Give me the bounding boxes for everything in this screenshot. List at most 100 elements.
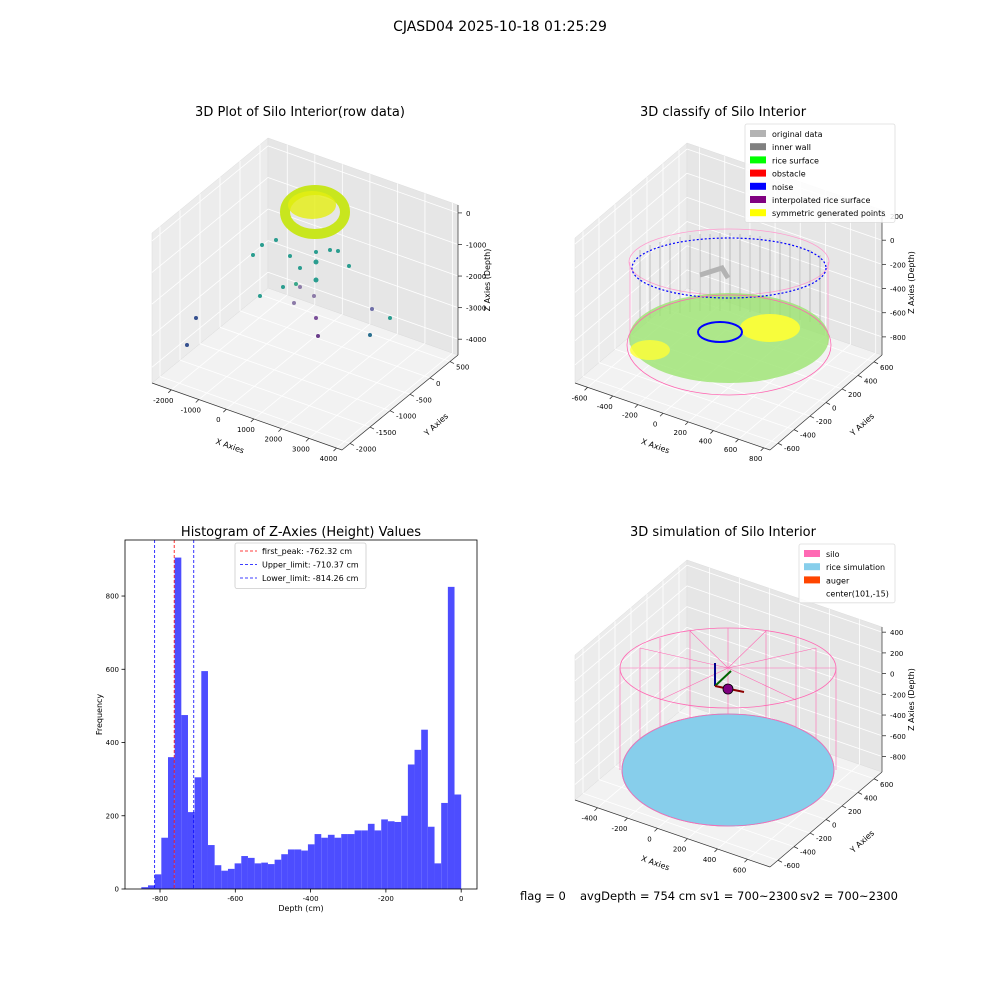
x-axis-label: X Axies xyxy=(640,437,671,456)
y-tick-label: -200 xyxy=(816,418,832,426)
silo-wall xyxy=(619,628,837,770)
grid-line xyxy=(267,208,459,277)
histogram-bar xyxy=(334,837,342,889)
tick-mark xyxy=(760,447,764,452)
legend-label: noise xyxy=(772,183,793,192)
x-tick-label: -1000 xyxy=(181,407,201,415)
plot-frame xyxy=(124,539,478,890)
tick-mark xyxy=(714,848,718,853)
grid-line xyxy=(686,626,883,695)
legend-swatch xyxy=(750,156,766,164)
histogram-bar xyxy=(234,863,242,889)
tick-mark xyxy=(369,426,375,430)
z-tick-label: 0 xyxy=(890,671,894,679)
z-tick-label: -600 xyxy=(890,733,906,741)
tick-mark xyxy=(684,421,689,426)
histogram-bar xyxy=(281,854,288,889)
z-tick-label: -800 xyxy=(890,753,906,761)
y-tick-label: -600 xyxy=(784,862,800,870)
z-tick-label: 0 xyxy=(466,210,470,218)
tick-mark xyxy=(584,387,588,391)
x-tick-label: -200 xyxy=(378,895,394,903)
x-tick-label: 200 xyxy=(674,429,687,437)
histogram-bar xyxy=(141,887,149,889)
x-tick-label: -600 xyxy=(572,394,588,402)
y-tick-label: 400 xyxy=(864,377,877,385)
grid-line xyxy=(574,197,688,293)
histogram-bar xyxy=(167,757,175,889)
grid-line xyxy=(171,294,288,391)
x-axis-label: X Axies xyxy=(214,437,245,456)
x-tick-label: 0 xyxy=(459,895,463,903)
tick-mark xyxy=(634,404,639,408)
z-tick-label: -4000 xyxy=(466,336,486,344)
legend-label: Lower_limit: -814.26 cm xyxy=(262,574,359,583)
x-tick-label: 400 xyxy=(703,856,716,864)
z-axis-label: Z Axies (Depth) xyxy=(907,251,916,314)
x-tick-label: 0 xyxy=(653,420,657,428)
histogram-bar xyxy=(174,557,182,889)
tick-mark xyxy=(777,859,783,863)
x-tick-label: -200 xyxy=(622,412,638,420)
y-tick-label: -400 xyxy=(800,432,816,440)
y-tick-label: -200 xyxy=(816,835,832,843)
silo-bottom xyxy=(626,294,832,396)
grid-line xyxy=(686,196,883,265)
grid-line xyxy=(259,294,451,362)
grid-line xyxy=(267,271,459,340)
tick-mark xyxy=(809,832,815,836)
axes-title: Histogram of Z-Axies (Height) Values xyxy=(181,525,421,540)
x-tick-label: -600 xyxy=(227,895,243,903)
histogram-bar xyxy=(201,671,208,889)
grid-line xyxy=(686,585,883,654)
grid-line xyxy=(686,647,883,716)
legend-swatch xyxy=(804,576,820,584)
histogram-bar xyxy=(434,863,442,889)
y-tick-label: 0 xyxy=(115,886,119,894)
grid-line xyxy=(253,323,371,420)
axes-title: 3D classify of Silo Interior xyxy=(640,105,807,120)
grid-line xyxy=(267,240,459,309)
tick-mark xyxy=(857,374,863,378)
histogram-bar xyxy=(161,837,168,889)
legend-label: center(101,-15) xyxy=(826,590,889,599)
rice-surface xyxy=(629,293,829,383)
legend-swatch xyxy=(750,182,766,190)
grid-line xyxy=(574,148,688,245)
histogram-bar xyxy=(274,859,282,889)
histogram-bar xyxy=(441,802,448,889)
grid-line xyxy=(574,245,688,342)
x-tick-label: 800 xyxy=(749,455,762,463)
histogram-bar xyxy=(367,823,375,889)
histogram-bar xyxy=(394,821,402,889)
axis-line xyxy=(341,354,459,451)
z-tick-label: -400 xyxy=(890,286,906,294)
tick-mark xyxy=(659,412,664,417)
y-tick-label: 500 xyxy=(456,364,469,372)
y-tick-label: 200 xyxy=(106,812,119,820)
x-tick-label: 400 xyxy=(699,438,712,446)
histogram-bar xyxy=(421,729,428,889)
legend-swatch xyxy=(750,143,766,151)
grid-line xyxy=(151,145,269,242)
grid-line xyxy=(686,245,883,314)
legend-label: obstacle xyxy=(772,170,806,179)
y-tick-label: 0 xyxy=(832,405,836,413)
legend-swatch xyxy=(750,196,766,203)
x-tick-label: -200 xyxy=(612,825,628,833)
histogram-bar xyxy=(247,857,255,889)
legend-label: inner wall xyxy=(772,143,811,152)
grid-line xyxy=(598,362,795,431)
tick-mark xyxy=(735,438,739,443)
y-tick-label: 600 xyxy=(880,781,893,789)
y-tick-label: -1000 xyxy=(396,413,416,421)
grid-line xyxy=(574,689,688,785)
y-axis-label: Frequency xyxy=(95,694,104,736)
grid-line xyxy=(219,326,411,395)
cloud-top xyxy=(288,191,336,219)
legend-label: auger xyxy=(826,576,850,585)
grid-line xyxy=(686,606,883,674)
tick-mark xyxy=(609,395,614,400)
